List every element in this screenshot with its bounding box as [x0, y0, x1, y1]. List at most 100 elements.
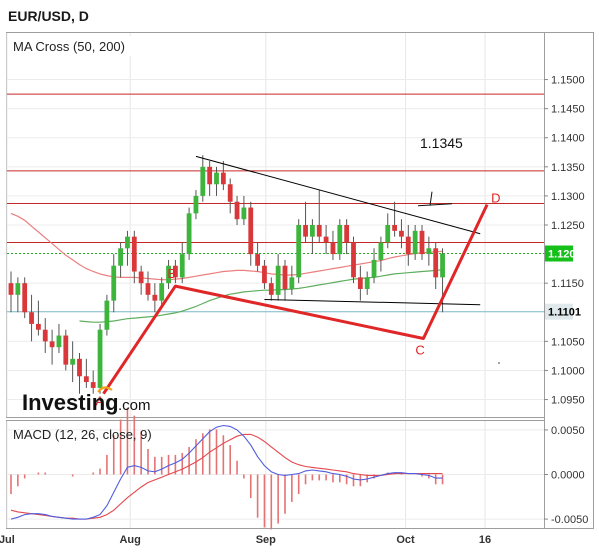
candle — [371, 248, 377, 284]
price-axis-frame — [544, 32, 594, 529]
candle-body — [63, 335, 69, 365]
candle — [392, 201, 397, 237]
candle — [405, 225, 411, 266]
x-tick-label: Sep — [256, 534, 276, 546]
candle — [234, 195, 240, 225]
pattern-point-label: A — [95, 394, 104, 409]
candle — [22, 277, 28, 319]
candle — [118, 242, 123, 278]
candle — [399, 219, 404, 249]
candle-body — [70, 358, 76, 365]
candle-body — [193, 195, 199, 214]
candle-body — [118, 248, 123, 266]
candle — [282, 259, 288, 301]
candle-body — [412, 230, 418, 255]
y-tick-label: 1.1450 — [551, 104, 585, 116]
candle — [36, 300, 41, 336]
candle — [90, 370, 96, 394]
trendline — [264, 298, 481, 306]
candle — [303, 201, 308, 243]
candle-body — [344, 225, 350, 243]
candle — [426, 236, 432, 266]
candle-body — [392, 225, 397, 231]
logo-brand: Investing — [22, 390, 119, 415]
candle — [227, 178, 233, 214]
candle — [173, 259, 178, 284]
macd-y-tick-label: 0.0050 — [551, 425, 585, 437]
y-tick-label: 1.1150 — [551, 278, 584, 290]
candle — [193, 190, 199, 220]
candle — [268, 277, 274, 301]
trendlines — [195, 155, 481, 306]
logo-suffix: .com — [118, 397, 151, 414]
candle — [323, 225, 329, 255]
candle-body — [22, 283, 28, 313]
y-tick-label: 1.1400 — [551, 133, 585, 145]
candle — [29, 294, 34, 342]
candle-body — [8, 283, 14, 295]
candle-body — [262, 265, 267, 284]
y-tick-label: 1.0950 — [551, 395, 585, 407]
axis-labels: Jul Aug Sep Oct 16 1.1500 1.1450 1.1400 1.1350 1.… — [0, 75, 588, 546]
candle — [378, 236, 384, 272]
candle — [316, 190, 322, 243]
candle-body — [296, 225, 302, 278]
pattern-point-label: B — [167, 266, 176, 281]
candle-body — [36, 323, 41, 330]
candle-body — [214, 172, 219, 185]
candle — [412, 225, 418, 260]
candle-body — [83, 376, 89, 383]
candle — [145, 271, 151, 301]
candle — [310, 219, 315, 255]
trendline — [195, 155, 481, 235]
candle — [262, 259, 267, 289]
candle-body — [282, 265, 288, 289]
candle — [104, 294, 110, 336]
candle-body — [323, 236, 329, 243]
candle — [152, 283, 158, 313]
candle — [8, 271, 14, 313]
candle — [200, 155, 206, 202]
candle — [131, 230, 137, 284]
last-price-badge — [545, 245, 573, 262]
candle — [77, 353, 82, 394]
candle — [385, 213, 391, 249]
macd-series — [10, 407, 444, 530]
candle — [49, 329, 55, 365]
candle — [207, 161, 213, 196]
macd-y-tick-label: 0.0000 — [551, 470, 585, 482]
candle-body — [351, 242, 356, 278]
candle-body — [357, 277, 363, 289]
candle-body — [111, 265, 117, 301]
candle-body — [131, 236, 137, 272]
candle — [186, 207, 192, 260]
candle-body — [337, 225, 343, 255]
candles — [8, 155, 445, 394]
candle-body — [275, 265, 281, 295]
y-tick-label: 1.1350 — [551, 162, 585, 174]
candle-body — [15, 283, 21, 295]
candle-body — [207, 166, 213, 185]
ma200-line — [10, 212, 443, 281]
candle — [56, 323, 62, 353]
horizontal-lines — [7, 93, 544, 313]
candle — [344, 219, 350, 255]
candle — [364, 271, 370, 295]
candle — [241, 195, 247, 225]
candle-body — [179, 254, 185, 278]
candle — [220, 161, 226, 191]
candle — [125, 230, 130, 266]
candle-body — [385, 225, 391, 243]
candle — [214, 166, 219, 196]
macd-line — [10, 424, 443, 520]
macd-indicator-label: MACD (12, 26, close, 9) — [13, 427, 152, 442]
candle-body — [330, 242, 336, 255]
candle — [63, 329, 69, 371]
candle-body — [159, 283, 165, 301]
candle-body — [56, 335, 62, 348]
candle-body — [378, 242, 384, 260]
y-tick-label: 1.1000 — [551, 365, 585, 377]
annotation-marker — [429, 191, 433, 206]
candle-body — [426, 248, 432, 255]
price-annotation: 1.1345 — [420, 135, 463, 151]
